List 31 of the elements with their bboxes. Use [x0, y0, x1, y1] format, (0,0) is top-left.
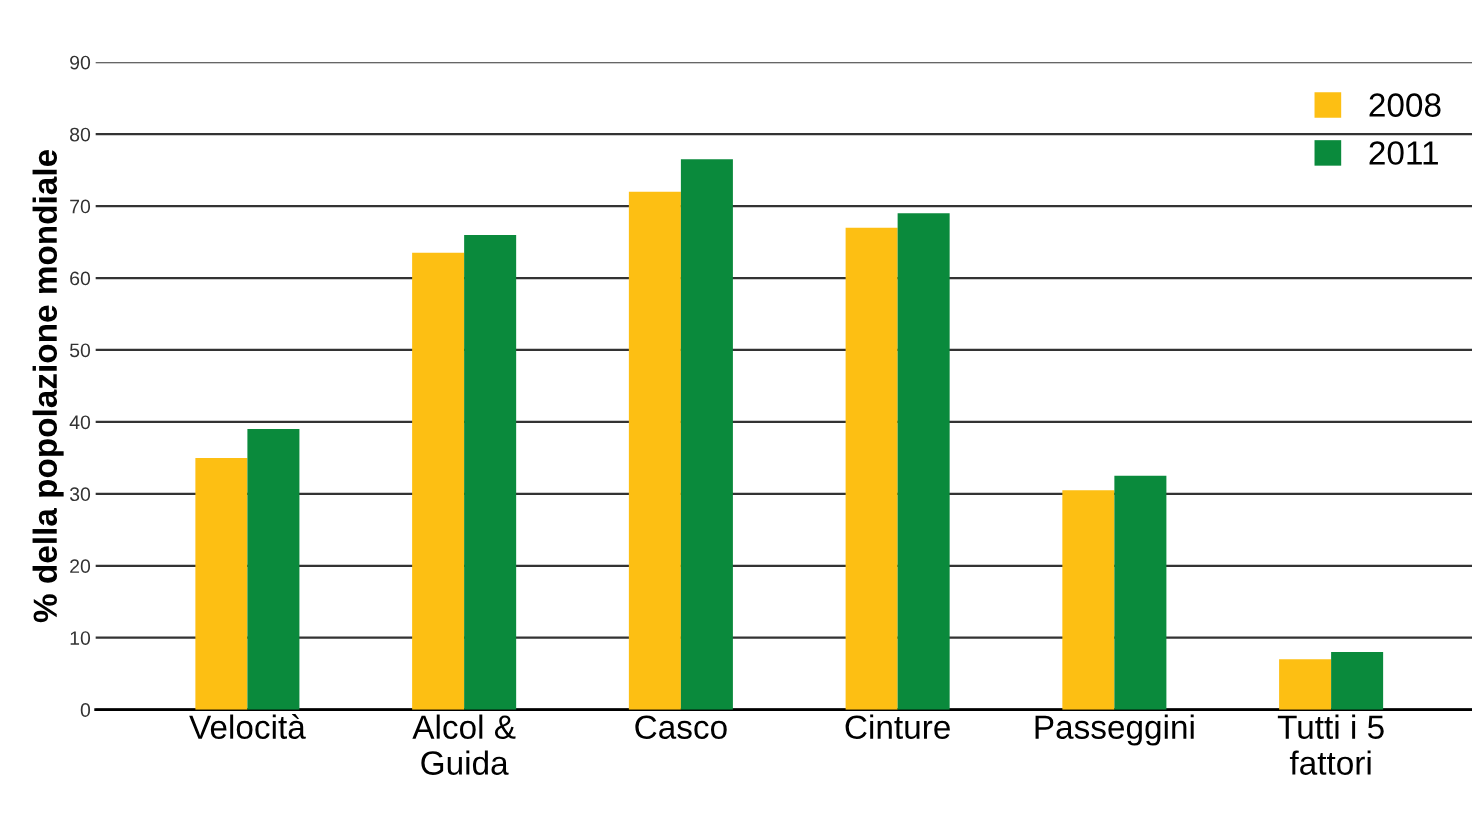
x-tick-label: Alcol & Guida	[412, 714, 516, 775]
y-tick-label: 40	[69, 415, 91, 430]
x-tick-label: Tutti i 5 fattori	[1277, 714, 1384, 775]
bar	[680, 159, 733, 710]
y-tick-label: 80	[70, 127, 91, 142]
bar	[195, 457, 248, 710]
y-tick-label: 0	[80, 703, 91, 717]
bar	[1331, 652, 1384, 710]
x-tick-label: Casco	[635, 715, 727, 739]
bar	[845, 227, 898, 710]
y-tick-label: 30	[69, 487, 91, 502]
legend-label: 2008	[1369, 93, 1441, 117]
y-tick-label: 60	[70, 271, 91, 286]
bar	[1279, 659, 1332, 710]
y-tick-label: 20	[70, 559, 91, 574]
y-tick-label: 10	[70, 631, 91, 645]
x-tick-label: Passeggini	[1035, 714, 1194, 746]
bar	[628, 191, 681, 710]
y-axis-title: % della popolazione mondiale	[32, 150, 64, 623]
bar	[897, 213, 950, 710]
y-tick-label: 50	[69, 343, 91, 358]
x-tick-label: Velocità	[189, 714, 306, 739]
bar	[412, 252, 465, 710]
bar	[464, 234, 517, 710]
y-tick-label: 90	[70, 55, 91, 70]
bar	[1114, 475, 1167, 710]
y-tick-label: 70	[70, 199, 91, 214]
x-tick-label: Cinture	[845, 714, 950, 739]
bar	[1062, 490, 1115, 710]
legend-label: 2011	[1369, 141, 1438, 165]
bar	[247, 429, 300, 710]
